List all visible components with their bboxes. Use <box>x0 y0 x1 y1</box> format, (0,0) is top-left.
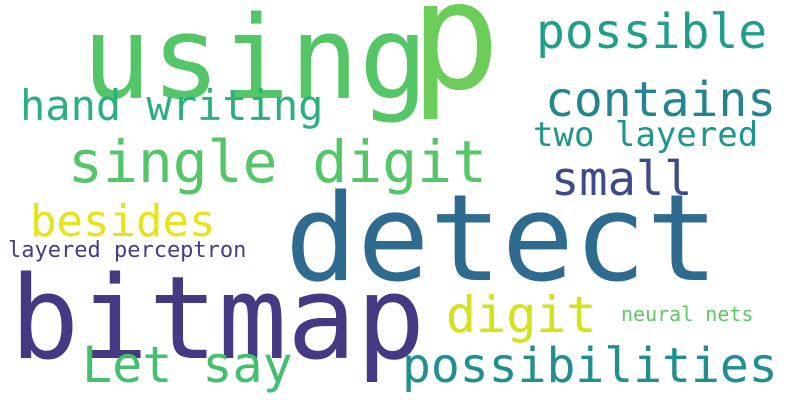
word-layered-perceptron: layered perceptron <box>8 238 247 263</box>
word-possibilities: possibilities <box>402 338 778 394</box>
word-bitmap: bitmap <box>10 252 426 386</box>
word-small: small <box>551 152 693 207</box>
word-besides: besides <box>30 196 216 247</box>
word-possible: possible <box>536 4 768 60</box>
word-detect: detect <box>285 170 719 309</box>
word-hand-writing: hand writing <box>20 81 324 130</box>
word-using: using <box>82 0 429 126</box>
word-single-digit: single digit <box>68 128 488 196</box>
word-digit: digit <box>446 286 597 344</box>
word-let-say: Let say <box>82 336 293 394</box>
word-two-layered: two layered <box>533 115 759 155</box>
word-contains: contains <box>545 72 777 128</box>
word-p: p <box>410 0 501 124</box>
word-neural-nets: neural nets <box>621 302 754 326</box>
